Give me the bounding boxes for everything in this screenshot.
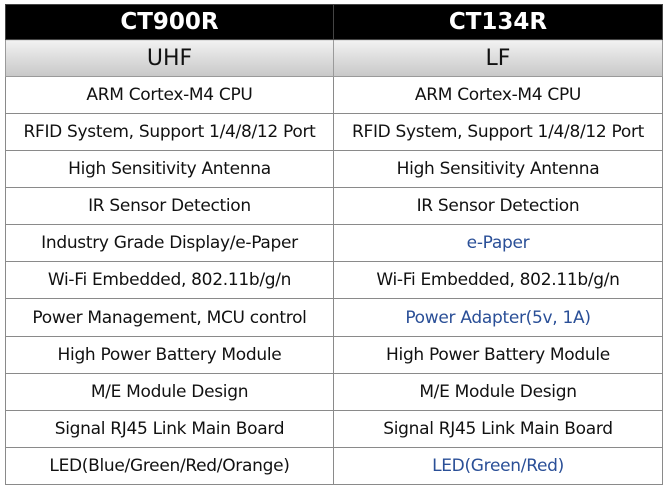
table-row: Signal RJ45 Link Main Board Signal RJ45 … bbox=[5, 409, 663, 448]
table-row: LED(Blue/Green/Red/Orange) LED(Green/Red… bbox=[5, 446, 663, 486]
comparison-table: CT900R CT134R UHF LF ARM Cortex-M4 CPU A… bbox=[5, 4, 663, 486]
cell-right: High Sensitivity Antenna bbox=[333, 150, 663, 189]
table-row: IR Sensor Detection IR Sensor Detection bbox=[5, 187, 663, 226]
cell-right: LED(Green/Red) bbox=[333, 446, 663, 486]
column-header-ct900r: CT900R bbox=[5, 4, 334, 40]
table-row: ARM Cortex-M4 CPU ARM Cortex-M4 CPU bbox=[5, 75, 663, 115]
cell-left: High Power Battery Module bbox=[5, 335, 334, 374]
table-row: High Sensitivity Antenna High Sensitivit… bbox=[5, 150, 663, 189]
table-body: ARM Cortex-M4 CPU ARM Cortex-M4 CPU RFID… bbox=[5, 75, 663, 486]
cell-right: Wi-Fi Embedded, 802.11b/g/n bbox=[333, 261, 663, 300]
cell-left: Wi-Fi Embedded, 802.11b/g/n bbox=[5, 261, 334, 300]
cell-right: RFID System, Support 1/4/8/12 Port bbox=[333, 113, 663, 152]
cell-left: RFID System, Support 1/4/8/12 Port bbox=[5, 113, 334, 152]
cell-right: Signal RJ45 Link Main Board bbox=[333, 409, 663, 448]
table-row: Power Management, MCU control Power Adap… bbox=[5, 298, 663, 337]
table-row: Wi-Fi Embedded, 802.11b/g/n Wi-Fi Embedd… bbox=[5, 261, 663, 300]
table-row: Industry Grade Display/e-Paper e-Paper bbox=[5, 224, 663, 263]
cell-left: Signal RJ45 Link Main Board bbox=[5, 409, 334, 448]
cell-right: IR Sensor Detection bbox=[333, 187, 663, 226]
table-row: High Power Battery Module High Power Bat… bbox=[5, 335, 663, 374]
column-header-ct134r: CT134R bbox=[333, 4, 663, 40]
cell-right: ARM Cortex-M4 CPU bbox=[333, 75, 663, 115]
cell-right: Power Adapter(5v, 1A) bbox=[333, 298, 663, 337]
cell-right: M/E Module Design bbox=[333, 372, 663, 411]
band-uhf: UHF bbox=[5, 39, 334, 77]
cell-left: High Sensitivity Antenna bbox=[5, 150, 334, 189]
cell-left: M/E Module Design bbox=[5, 372, 334, 411]
cell-left: Industry Grade Display/e-Paper bbox=[5, 224, 334, 263]
cell-right: e-Paper bbox=[333, 224, 663, 263]
table-row: M/E Module Design M/E Module Design bbox=[5, 372, 663, 411]
cell-left: Power Management, MCU control bbox=[5, 298, 334, 337]
cell-left: ARM Cortex-M4 CPU bbox=[5, 75, 334, 115]
header-row: CT900R CT134R bbox=[5, 4, 663, 40]
band-lf: LF bbox=[333, 39, 663, 77]
cell-left: IR Sensor Detection bbox=[5, 187, 334, 226]
cell-left: LED(Blue/Green/Red/Orange) bbox=[5, 446, 334, 486]
cell-right: High Power Battery Module bbox=[333, 335, 663, 374]
band-row: UHF LF bbox=[5, 39, 663, 77]
table-row: RFID System, Support 1/4/8/12 Port RFID … bbox=[5, 113, 663, 152]
